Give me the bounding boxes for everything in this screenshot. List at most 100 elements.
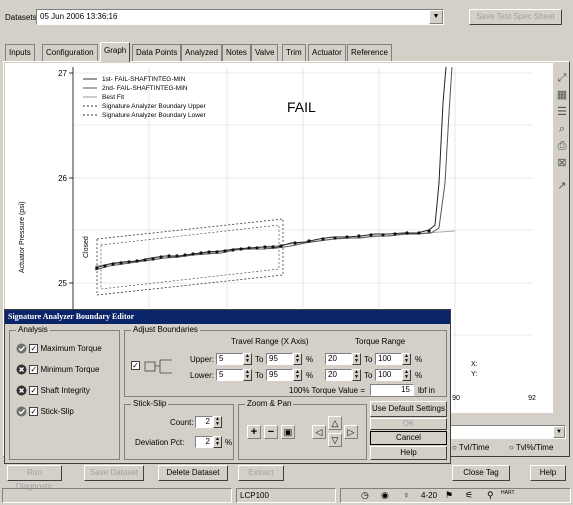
- status-icons: ◷ ◉ ♀ 4-20 ⚑ ⚟ ⚲ HART: [340, 488, 571, 503]
- analysis-item-label: Stick-Slip: [40, 407, 74, 416]
- zoom-in-button[interactable]: +: [247, 425, 261, 439]
- tab-inputs[interactable]: Inputs: [5, 44, 35, 61]
- tab-analyzed[interactable]: Analyzed: [181, 44, 222, 61]
- spin-button[interactable]: ▲ ▼: [352, 353, 361, 365]
- save-test-spec-button[interactable]: Save Test Spec Sheet: [469, 9, 562, 25]
- upper-travel-to[interactable]: 95: [266, 353, 293, 365]
- to-label: To: [364, 371, 373, 380]
- analysis-item-label: Shaft Integrity: [40, 386, 90, 395]
- boundary-upper: [96, 218, 284, 296]
- dataset-label: Datasets:: [5, 13, 39, 22]
- dialog-help-button[interactable]: Help: [370, 446, 447, 460]
- shaft-integrity-checkbox[interactable]: ✓: [29, 386, 39, 395]
- arrow-left-icon: ◁: [315, 427, 323, 437]
- pan-right-button[interactable]: ▷: [344, 425, 358, 439]
- count-input[interactable]: 2: [195, 416, 213, 428]
- current-loop-text: 4-20: [421, 491, 438, 500]
- tab-graph[interactable]: Graph: [100, 42, 131, 62]
- spin-button[interactable]: ▲ ▼: [293, 369, 302, 381]
- count-label: Count:: [170, 418, 194, 427]
- cursor-icon[interactable]: ↗: [557, 180, 567, 192]
- torque-value-input[interactable]: 15: [370, 384, 414, 396]
- save-dataset-button[interactable]: Save Dataset: [84, 465, 144, 481]
- cancel-button[interactable]: Cancel: [370, 431, 447, 445]
- lower-torque-to[interactable]: 100: [375, 369, 402, 381]
- zoom-out-button[interactable]: −: [264, 425, 278, 439]
- tab-actuator[interactable]: Actuator: [308, 44, 346, 61]
- upper-label: Upper:: [190, 355, 215, 364]
- legend-item: Signature Analyzer Boundary Lower: [102, 112, 207, 119]
- plot-select[interactable]: ▼: [450, 425, 566, 439]
- spin-button[interactable]: ▲ ▼: [213, 436, 222, 448]
- count-value: 2: [205, 417, 210, 426]
- analysis-group: Analysis ✓ Maximum Torque ✓ Minimum Torq…: [9, 325, 120, 460]
- run-diagnostic-button[interactable]: Run Diagnostic: [7, 465, 62, 491]
- tab-reference[interactable]: Reference: [347, 44, 392, 61]
- spin-button[interactable]: ▲ ▼: [352, 369, 361, 381]
- stick-slip-checkbox[interactable]: ✓: [29, 407, 39, 416]
- analysis-item-label: Minimum Torque: [40, 365, 100, 374]
- clock-icon: ◷: [361, 490, 369, 500]
- delete-dataset-button[interactable]: Delete Dataset: [158, 465, 228, 481]
- legend-icon[interactable]: ☰: [557, 106, 567, 118]
- spin-button[interactable]: ▲ ▼: [243, 369, 252, 381]
- use-default-settings-button[interactable]: Use Default Settings: [370, 401, 447, 417]
- tab-trim[interactable]: Trim: [282, 44, 306, 61]
- zoom-fit-button[interactable]: ▣: [281, 425, 295, 439]
- print-icon[interactable]: ⎙: [557, 140, 567, 152]
- stick-slip-group: Stick-Slip Count: 2 ▲ ▼ Deviation Pct: 2 …: [124, 399, 234, 460]
- tab-configuration[interactable]: Configuration: [42, 44, 98, 61]
- pass-check-icon: [16, 406, 27, 417]
- pan-up-button[interactable]: △: [328, 416, 342, 430]
- upper-torque-from[interactable]: 20: [325, 353, 352, 365]
- help-button[interactable]: Help: [530, 465, 566, 481]
- radio-tvl-time[interactable]: ○ Tvl/Time: [452, 443, 489, 452]
- ok-button[interactable]: OK: [370, 418, 447, 430]
- upper-torque-to[interactable]: 100: [375, 353, 402, 365]
- to-label: To: [255, 371, 264, 380]
- spin-button[interactable]: ▲ ▼: [293, 353, 302, 365]
- spin-button[interactable]: ▲ ▼: [402, 353, 411, 365]
- upper-travel-from[interactable]: 5: [216, 353, 243, 365]
- radio-icon: ○: [509, 443, 514, 452]
- deviation-input[interactable]: 2: [195, 436, 213, 448]
- signal-icon: ⚟: [465, 490, 474, 500]
- boundary-icon[interactable]: ⊠: [557, 157, 567, 169]
- zoom-pan-label: Zoom & Pan: [245, 399, 294, 408]
- lower-travel-to[interactable]: 95: [266, 369, 293, 381]
- spin-button[interactable]: ▲ ▼: [243, 353, 252, 365]
- pan-left-button[interactable]: ◁: [312, 425, 326, 439]
- spin-button[interactable]: ▲ ▼: [402, 369, 411, 381]
- analysis-item: ✓ Stick-Slip: [16, 406, 74, 417]
- tab-valve[interactable]: Valve: [251, 44, 279, 61]
- zoom-icon[interactable]: ⌕: [558, 123, 566, 135]
- analysis-item-label: Maximum Torque: [40, 344, 102, 353]
- y-axis-label: Actuator Pressure (psi): [19, 201, 26, 273]
- dataset-select[interactable]: 05 Jun 2006 13:36:16 ▼: [36, 9, 444, 25]
- boundary-enable-checkbox[interactable]: ✓: [131, 361, 140, 370]
- maximum-torque-checkbox[interactable]: ✓: [29, 344, 39, 353]
- minimum-torque-checkbox[interactable]: ✓: [29, 365, 39, 374]
- radio-tvl-pct-time[interactable]: ○ Tvl%/Time: [509, 443, 553, 452]
- stick-slip-label: Stick-Slip: [131, 399, 169, 408]
- antenna-icon: ⚲: [487, 490, 494, 500]
- grid-icon[interactable]: ▦: [556, 89, 568, 101]
- dataset-dropdown-button[interactable]: ▼: [429, 10, 443, 24]
- chevron-down-icon: ▼: [556, 429, 562, 435]
- radio-tvl-pct-label: Tvl%/Time: [515, 443, 554, 452]
- close-tag-button[interactable]: Close Tag: [452, 465, 510, 481]
- spin-button[interactable]: ▲ ▼: [213, 416, 222, 428]
- fail-annotation: FAIL: [287, 99, 316, 115]
- legend-item: 2nd- FAIL-SHAFTINTEG-MIN: [102, 85, 188, 92]
- boundary-lower: [100, 224, 280, 290]
- lower-torque-from[interactable]: 20: [325, 369, 352, 381]
- plot-select-dropdown[interactable]: ▼: [553, 426, 565, 438]
- extract-button[interactable]: Extract: [238, 465, 284, 481]
- tab-notes[interactable]: Notes: [222, 44, 251, 61]
- zoom-pan-group: Zoom & Pan + − ▣ ◁ △ ▽ ▷: [238, 399, 367, 460]
- pass-check-icon: [16, 343, 27, 354]
- zoom-reset-icon[interactable]: ⤢: [557, 72, 567, 84]
- pan-down-button[interactable]: ▽: [328, 433, 342, 447]
- tab-data-points[interactable]: Data Points: [132, 44, 182, 61]
- lower-travel-from[interactable]: 5: [216, 369, 243, 381]
